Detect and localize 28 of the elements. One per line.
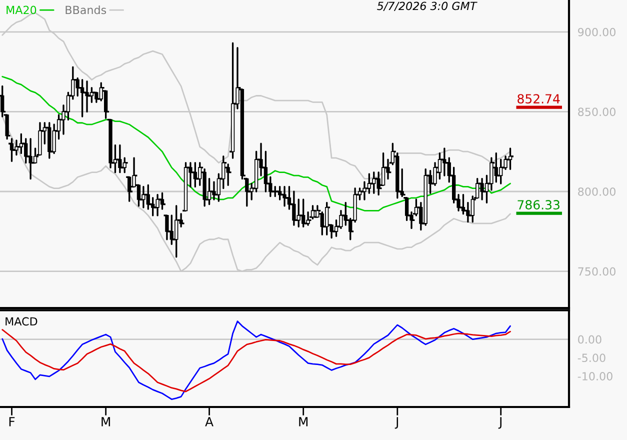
line-series xyxy=(2,329,511,392)
y-tick-label: -10.00 xyxy=(578,372,612,380)
y-tick-label: 900.00 xyxy=(578,28,616,36)
ref-line-label: 852.74 xyxy=(518,94,560,104)
legend-label: MA20 xyxy=(6,6,36,14)
ref-line-label: 786.33 xyxy=(518,200,560,210)
x-tick-label: M xyxy=(102,417,110,426)
x-tick-label: F xyxy=(9,417,15,426)
x-tick-label: A xyxy=(205,417,214,426)
candlestick xyxy=(201,168,208,207)
x-tick-label: M xyxy=(299,417,308,426)
y-tick-label: 800.00 xyxy=(578,187,616,196)
candlestick xyxy=(224,164,232,186)
y-tick-label: 750.00 xyxy=(578,267,616,276)
chart-title: MACD xyxy=(6,317,38,326)
y-tick-label: 850.00 xyxy=(578,108,616,116)
candlestick xyxy=(173,205,180,258)
candlestick xyxy=(182,162,189,212)
annotation: 5/7/2026 3:0 GMT xyxy=(377,2,478,12)
candlestick xyxy=(8,138,15,162)
legend-label: BBands xyxy=(66,6,106,14)
y-tick-label: 0.00 xyxy=(578,335,602,344)
x-tick-label: J xyxy=(498,417,502,429)
candlestick xyxy=(324,202,330,236)
x-tick-label: J xyxy=(394,417,398,429)
candlestick xyxy=(507,148,514,170)
y-tick-label: -5.00 xyxy=(578,354,606,362)
candlestick xyxy=(140,186,147,208)
